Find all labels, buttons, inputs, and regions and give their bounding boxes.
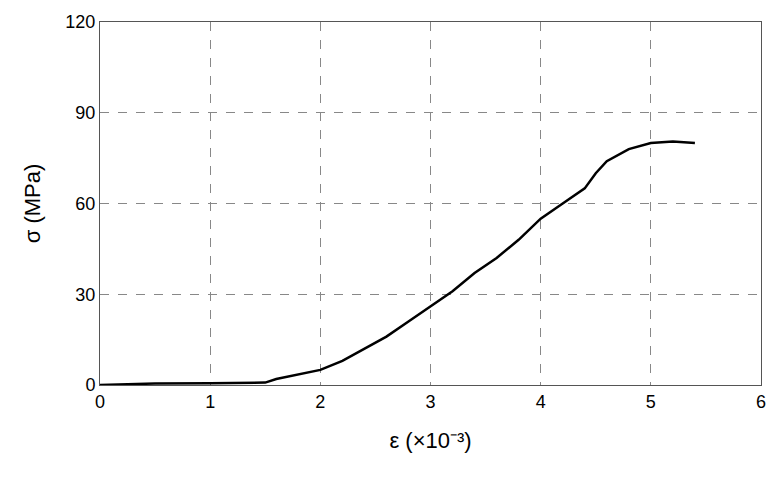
svg-text:30: 30: [75, 285, 95, 305]
svg-text:4: 4: [536, 392, 546, 412]
svg-text:0: 0: [95, 392, 105, 412]
svg-text:3: 3: [425, 392, 435, 412]
svg-text:90: 90: [75, 103, 95, 123]
svg-text:ε (×10⁻³): ε (×10⁻³): [389, 428, 471, 453]
svg-text:60: 60: [75, 194, 95, 214]
svg-text:120: 120: [65, 12, 95, 32]
svg-text:σ (MPa): σ (MPa): [20, 164, 45, 244]
svg-text:0: 0: [85, 375, 95, 395]
svg-text:5: 5: [646, 392, 656, 412]
svg-text:6: 6: [756, 392, 766, 412]
svg-text:1: 1: [205, 392, 215, 412]
svg-text:2: 2: [315, 392, 325, 412]
